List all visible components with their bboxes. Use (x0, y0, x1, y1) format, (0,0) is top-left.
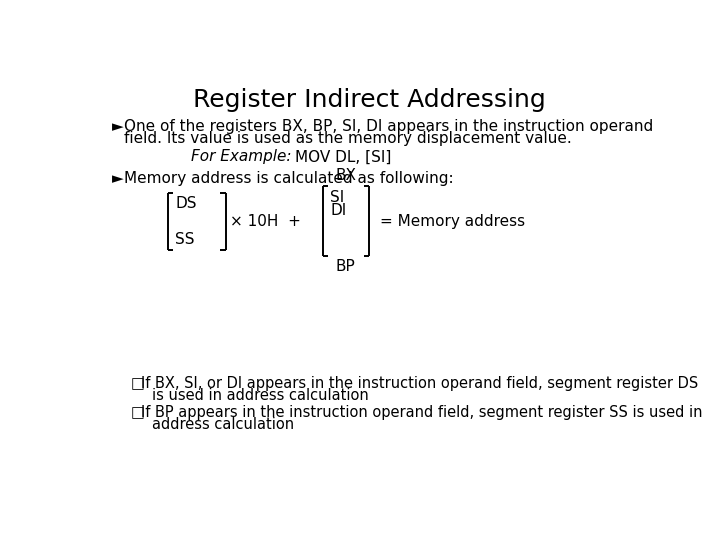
Text: field. Its value is used as the memory displacement value.: field. Its value is used as the memory d… (124, 131, 572, 146)
Text: = Memory address: = Memory address (380, 214, 525, 228)
Text: DS: DS (175, 195, 197, 211)
Text: SS: SS (175, 232, 194, 247)
Text: One of the registers BX, BP, SI, DI appears in the instruction operand: One of the registers BX, BP, SI, DI appe… (124, 119, 653, 134)
Text: If BX, SI, or DI appears in the instruction operand field, segment register DS: If BX, SI, or DI appears in the instruct… (141, 376, 698, 391)
Text: BX: BX (336, 168, 356, 184)
Text: is used in address calculation: is used in address calculation (152, 388, 369, 403)
Text: Register Indirect Addressing: Register Indirect Addressing (193, 88, 545, 112)
Text: □: □ (130, 376, 144, 391)
Text: BP: BP (336, 259, 356, 274)
Text: SI: SI (330, 190, 344, 205)
Text: □: □ (130, 405, 144, 420)
Text: For Example:: For Example: (191, 150, 292, 165)
Text: × 10H  +: × 10H + (230, 214, 301, 228)
Text: If BP appears in the instruction operand field, segment register SS is used in: If BP appears in the instruction operand… (141, 405, 703, 420)
Text: ►: ► (112, 119, 123, 134)
Text: MOV DL, [SI]: MOV DL, [SI] (295, 150, 392, 165)
Text: Memory address is calculated as following:: Memory address is calculated as followin… (124, 171, 454, 186)
Text: ►: ► (112, 171, 123, 186)
Text: DI: DI (330, 204, 346, 218)
Text: address calculation: address calculation (152, 417, 294, 433)
